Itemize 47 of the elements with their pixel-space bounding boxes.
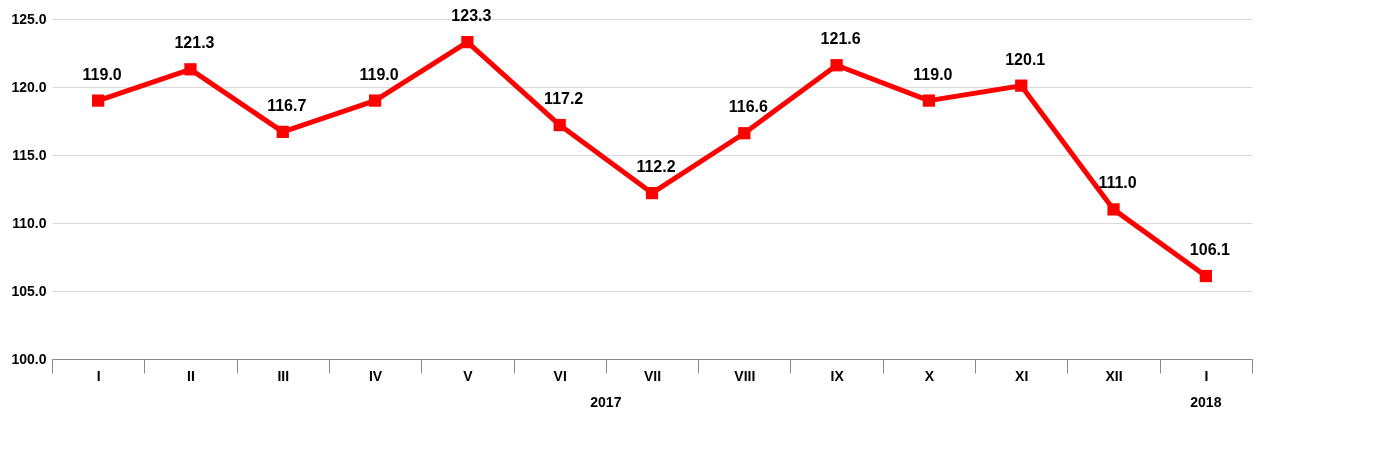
point <box>184 63 197 76</box>
data-label: 120.1 <box>1005 50 1046 68</box>
x-tick-label: X <box>924 367 935 384</box>
data-label: 117.2 <box>544 90 584 108</box>
data-label: 119.0 <box>359 65 399 83</box>
data-label: 119.0 <box>82 65 122 83</box>
point <box>1199 269 1212 283</box>
point <box>553 118 566 132</box>
data-label: 116.6 <box>728 98 768 116</box>
x-tick-label: XII <box>1105 367 1123 384</box>
x-tick-label: II <box>187 367 195 384</box>
y-tick-label: 115.0 <box>12 146 47 163</box>
y-tick-label: 100.0 <box>11 350 47 367</box>
y-tick-label: 110.0 <box>12 214 47 231</box>
point <box>368 94 382 107</box>
x-tick-label: IX <box>830 367 845 384</box>
point <box>276 125 289 138</box>
text: 2017 <box>590 394 622 410</box>
point <box>1107 203 1120 216</box>
point <box>92 94 105 107</box>
x-tick-label: I <box>1204 367 1209 384</box>
point <box>922 94 936 107</box>
data-label: 111.0 <box>1098 174 1137 192</box>
data-label: 116.7 <box>267 96 307 114</box>
point <box>645 186 659 200</box>
y-tick-label: 120.0 <box>11 78 47 95</box>
point <box>461 36 474 49</box>
data-label: 123.3 <box>451 7 492 25</box>
point <box>1015 79 1028 92</box>
y-tick-label: 125.0 <box>11 10 47 27</box>
x-tick-label: XI <box>1015 367 1029 384</box>
data-label: 112.2 <box>636 158 676 176</box>
y-tick-label: 105.0 <box>11 282 47 299</box>
point <box>738 127 751 140</box>
x-tick-label: VII <box>643 367 662 384</box>
x-tick-label: V <box>463 367 474 384</box>
x-tick-label: IV <box>368 367 383 384</box>
data-label: 121.6 <box>820 30 861 48</box>
data-label: 106.1 <box>1189 241 1230 259</box>
x-tick-label: I <box>96 367 101 384</box>
data-label: 119.0 <box>913 65 953 83</box>
data-label: 121.3 <box>174 34 215 52</box>
x-tick-label: III <box>277 367 290 384</box>
point <box>830 59 843 72</box>
text: 2018 <box>1190 394 1222 410</box>
x-tick-label: VIII <box>734 367 756 384</box>
x-tick-label: VI <box>553 367 567 384</box>
